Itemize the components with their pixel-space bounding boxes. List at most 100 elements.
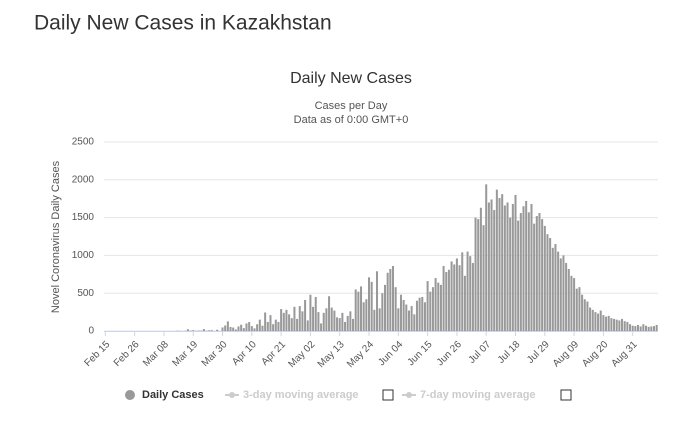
bar bbox=[227, 321, 229, 331]
bar bbox=[203, 329, 205, 331]
bar bbox=[424, 302, 426, 331]
bar bbox=[610, 318, 612, 331]
bar bbox=[549, 238, 551, 331]
bar bbox=[336, 317, 338, 331]
bar bbox=[451, 261, 453, 331]
bar bbox=[304, 300, 306, 331]
bar bbox=[467, 252, 469, 331]
bar bbox=[301, 311, 303, 331]
bar bbox=[400, 295, 402, 331]
bar bbox=[512, 204, 514, 331]
bar bbox=[208, 330, 210, 331]
bar bbox=[586, 302, 588, 331]
bar bbox=[621, 319, 623, 331]
bar bbox=[472, 263, 474, 331]
bar bbox=[594, 312, 596, 331]
bar bbox=[240, 325, 242, 331]
bar bbox=[192, 330, 194, 331]
y-tick-label: 500 bbox=[77, 288, 94, 299]
bar bbox=[365, 299, 367, 331]
bar bbox=[331, 308, 333, 331]
bar bbox=[525, 201, 527, 331]
bar bbox=[373, 310, 375, 331]
bar bbox=[376, 271, 378, 331]
bar bbox=[387, 273, 389, 331]
bar bbox=[283, 313, 285, 331]
bar bbox=[371, 282, 373, 331]
bar bbox=[211, 330, 213, 331]
bar bbox=[557, 252, 559, 331]
bar bbox=[552, 248, 554, 331]
bar bbox=[232, 328, 234, 331]
bar bbox=[517, 221, 519, 331]
chart-title: Daily New Cases bbox=[290, 70, 412, 87]
legend-label[interactable]: Daily Cases bbox=[142, 389, 204, 401]
bar bbox=[488, 202, 490, 331]
bar bbox=[496, 190, 498, 331]
bar bbox=[533, 224, 535, 331]
bar bbox=[618, 320, 620, 331]
bar bbox=[363, 302, 365, 331]
bar bbox=[440, 285, 442, 331]
bar bbox=[475, 218, 477, 331]
bar bbox=[546, 234, 548, 331]
bar bbox=[275, 320, 277, 331]
bar bbox=[453, 264, 455, 331]
bar bbox=[357, 292, 359, 331]
bar bbox=[600, 311, 602, 331]
bar bbox=[187, 329, 189, 331]
bar bbox=[608, 316, 610, 331]
legend-label[interactable]: 3-day moving average bbox=[243, 389, 359, 401]
bar bbox=[307, 320, 309, 331]
bar bbox=[504, 206, 506, 331]
bar bbox=[248, 322, 250, 331]
checkbox[interactable] bbox=[561, 390, 571, 400]
bar bbox=[435, 278, 437, 331]
bar bbox=[637, 325, 639, 331]
bar bbox=[256, 324, 258, 331]
bar bbox=[597, 314, 599, 331]
bar bbox=[560, 258, 562, 331]
bar bbox=[261, 326, 263, 331]
bar bbox=[554, 244, 556, 331]
bar bbox=[355, 289, 357, 331]
x-tick-label: May 13 bbox=[316, 339, 347, 370]
bar bbox=[448, 270, 450, 331]
bar bbox=[578, 287, 580, 331]
x-tick-label: Jul 07 bbox=[467, 339, 494, 366]
bar bbox=[291, 318, 293, 331]
checkbox[interactable] bbox=[383, 390, 393, 400]
bar bbox=[632, 326, 634, 331]
bar bbox=[379, 308, 381, 331]
bar bbox=[562, 255, 564, 331]
bar bbox=[570, 276, 572, 331]
y-axis-label: Novel Coronavirus Daily Cases bbox=[50, 160, 62, 313]
bar bbox=[251, 326, 253, 331]
bar bbox=[429, 292, 431, 331]
x-tick-label: Mar 19 bbox=[170, 339, 200, 369]
bar bbox=[568, 269, 570, 331]
bar bbox=[520, 213, 522, 331]
bar bbox=[445, 272, 447, 331]
bar bbox=[341, 313, 343, 331]
x-tick-label: Aug 09 bbox=[551, 339, 581, 369]
bar bbox=[499, 198, 501, 331]
bar bbox=[530, 204, 532, 331]
legend-label[interactable]: 7-day moving average bbox=[420, 389, 536, 401]
bar bbox=[653, 326, 655, 331]
bar bbox=[602, 315, 604, 331]
bar bbox=[224, 325, 226, 331]
bar bbox=[573, 278, 575, 331]
bar bbox=[576, 289, 578, 331]
legend-marker bbox=[125, 390, 135, 400]
bar bbox=[405, 305, 407, 331]
bar bbox=[419, 298, 421, 331]
bar bbox=[626, 322, 628, 331]
bar bbox=[309, 295, 311, 331]
x-tick-label: Aug 31 bbox=[609, 339, 639, 369]
bar bbox=[464, 276, 466, 331]
bar bbox=[432, 287, 434, 331]
bar bbox=[317, 312, 319, 331]
bar bbox=[253, 328, 255, 331]
bar bbox=[368, 277, 370, 331]
